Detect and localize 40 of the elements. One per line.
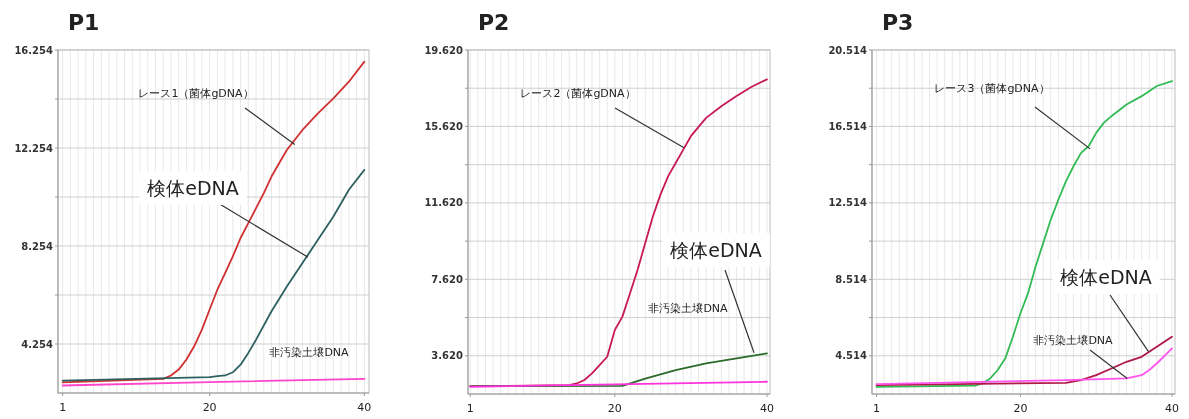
y-tick-label: 4.514 (835, 350, 868, 362)
chart-title: P3 (882, 10, 914, 35)
y-tick-label: 16.254 (14, 44, 54, 56)
x-tick-label: 40 (357, 401, 372, 414)
x-tick-label: 40 (1164, 402, 1179, 415)
y-tick-label: 3.620 (431, 350, 464, 362)
y-tick-label: 8.254 (21, 240, 54, 252)
x-tick-label: 1 (466, 402, 474, 415)
y-tick-label: 12.514 (828, 197, 868, 209)
annotation: 非汚染土壌DNA (269, 345, 350, 359)
annotation: 非汚染土壌DNA (648, 301, 729, 315)
annotation: 検体eDNA (147, 177, 239, 199)
x-tick-label: 1 (873, 402, 881, 415)
annotation: レース1（菌体gDNA） (138, 86, 254, 100)
x-tick-label: 20 (1013, 402, 1028, 415)
x-tick-label: 1 (59, 401, 67, 414)
annotation: 検体eDNA (1060, 266, 1152, 288)
chart-title: P2 (478, 10, 510, 35)
x-tick-label: 20 (607, 402, 622, 415)
y-tick-label: 4.254 (21, 338, 54, 350)
y-tick-label: 12.254 (14, 142, 54, 154)
annotation: レース3（菌体gDNA） (934, 81, 1050, 95)
line-series (875, 335, 1173, 386)
y-tick-label: 7.620 (431, 273, 464, 285)
y-tick-label: 15.620 (424, 120, 464, 132)
line-series (875, 80, 1173, 388)
line-series (875, 347, 1173, 386)
annotation: 検体eDNA (670, 239, 762, 261)
y-tick-label: 20.514 (828, 44, 868, 56)
annotation: レース2（菌体gDNA） (520, 86, 636, 100)
y-tick-label: 11.620 (424, 197, 464, 209)
x-tick-label: 40 (759, 402, 774, 415)
chart-title: P1 (68, 10, 100, 35)
line-series (61, 169, 366, 382)
x-tick-label: 20 (202, 401, 217, 414)
annotation: 非汚染土壌DNA (1033, 333, 1114, 347)
y-tick-label: 16.514 (828, 120, 868, 132)
y-tick-label: 8.514 (835, 273, 868, 285)
y-tick-label: 19.620 (424, 44, 464, 56)
line-series (61, 60, 366, 384)
